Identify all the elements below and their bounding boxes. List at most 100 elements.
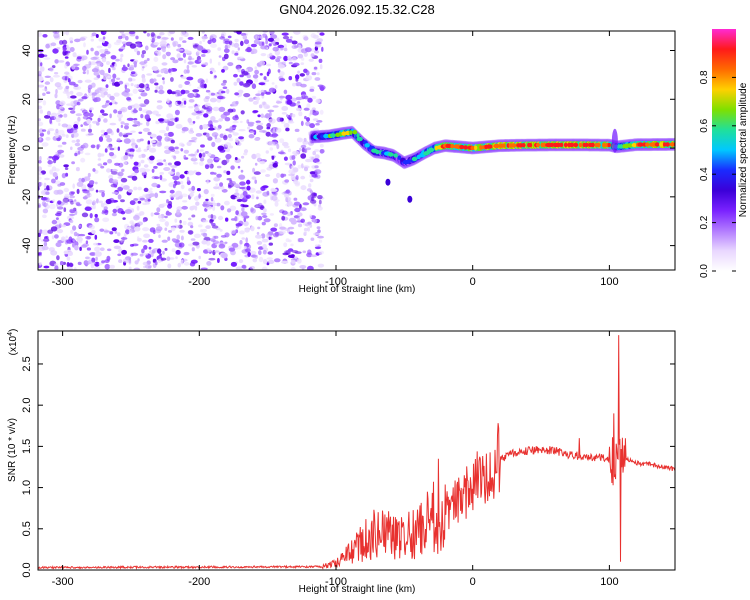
spectrogram-noise-cell bbox=[179, 219, 182, 224]
spectrogram-noise-cell bbox=[269, 134, 274, 138]
spectrogram-noise-cell bbox=[162, 250, 165, 255]
spectrogram-noise-cell bbox=[42, 208, 49, 214]
spectrogram-noise-cell bbox=[221, 188, 228, 193]
spectrogram-noise-cell bbox=[199, 124, 204, 130]
spectrogram-noise-cell bbox=[70, 95, 77, 99]
spectrogram-noise-cell bbox=[71, 161, 75, 165]
spectrogram-noise-cell bbox=[167, 121, 175, 127]
spectrogram-noise-cell bbox=[230, 165, 235, 170]
spectrogram-noise-cell bbox=[65, 235, 68, 239]
spectrogram-noise-cell bbox=[145, 201, 150, 205]
spectrogram-noise-cell bbox=[314, 77, 321, 81]
spectrogram-noise-cell bbox=[234, 216, 238, 222]
spectrogram-noise-cell bbox=[44, 81, 51, 85]
spectrogram-signal-peak bbox=[445, 143, 453, 149]
spectrogram-noise-cell bbox=[103, 162, 108, 166]
spectrogram-noise-cell bbox=[181, 205, 188, 210]
spectrogram-noise-cell bbox=[117, 171, 124, 177]
spectrogram-noise-cell bbox=[155, 261, 158, 266]
spectrogram-noise-cell bbox=[285, 94, 293, 101]
spectrogram-noise-cell bbox=[123, 138, 131, 144]
spectrogram-noise-cell bbox=[143, 31, 147, 34]
spectrogram-noise-cell bbox=[319, 32, 325, 36]
spectrogram-signal-peak bbox=[654, 142, 660, 147]
spectrogram-noise-cell bbox=[200, 79, 205, 84]
spectrogram-noise-cell bbox=[285, 203, 292, 207]
spectrogram-noise-cell bbox=[297, 53, 304, 59]
spectrogram-noise-cell bbox=[279, 230, 286, 235]
spectrogram-noise-cell bbox=[183, 59, 187, 64]
spectrogram-noise-cell bbox=[88, 187, 95, 192]
spectrogram-noise-cell bbox=[166, 98, 170, 104]
spectrogram-noise-cell bbox=[164, 162, 168, 166]
spectrogram-noise-cell bbox=[192, 89, 200, 93]
spectrogram-noise-cell bbox=[135, 42, 142, 47]
spectrogram-noise-cell bbox=[104, 263, 111, 270]
spectrogram-noise-cell bbox=[178, 84, 183, 89]
spectrogram-noise-cell bbox=[72, 239, 76, 243]
spectrogram-noise-cell bbox=[137, 258, 140, 262]
spectrogram-noise-cell bbox=[314, 169, 322, 175]
spectrogram-noise-cell bbox=[85, 199, 93, 205]
spectrogram-noise-cell bbox=[300, 218, 306, 223]
spectrogram-noise-cell bbox=[281, 32, 289, 36]
spectrogram-noise-cell bbox=[319, 143, 324, 148]
spectrogram-noise-cell bbox=[175, 190, 182, 196]
spectrogram-noise-cell bbox=[120, 46, 126, 50]
spectrogram-noise-cell bbox=[61, 133, 66, 137]
spectrogram-noise-cell bbox=[187, 170, 195, 176]
spectrogram-noise-cell bbox=[100, 53, 107, 58]
spectrogram-noise-cell bbox=[188, 217, 192, 221]
spectrogram-noise-cell bbox=[299, 203, 302, 210]
spectrogram-noise-cell bbox=[100, 153, 105, 157]
spectrogram-noise-cell bbox=[156, 162, 164, 166]
spectrogram-noise-cell bbox=[90, 38, 95, 42]
spectrogram-noise-cell bbox=[168, 146, 175, 151]
spectrogram-noise-cell bbox=[174, 117, 178, 123]
spectrogram-noise-cell bbox=[233, 73, 238, 78]
spectrogram-noise-cell bbox=[76, 236, 83, 242]
spectrogram-noise-cell bbox=[292, 150, 300, 155]
spectrogram-noise-cell bbox=[94, 50, 100, 56]
spectrogram-noise-cell bbox=[64, 71, 70, 75]
spectrogram-noise-cell bbox=[265, 91, 272, 95]
spectrogram-noise-cell bbox=[312, 159, 318, 163]
spectrogram-noise-cell bbox=[257, 226, 261, 230]
spectrogram-signal-peak bbox=[470, 145, 476, 151]
spectrogram-noise-cell bbox=[234, 157, 238, 161]
spectrogram-noise-cell bbox=[74, 38, 81, 43]
spectrogram-noise-cell bbox=[262, 243, 267, 250]
spectrogram-noise-cell bbox=[175, 197, 180, 200]
spectrogram-noise-cell bbox=[303, 36, 309, 41]
spectrogram-noise-cell bbox=[176, 53, 181, 59]
spectrogram-noise-cell bbox=[286, 114, 289, 118]
snr-x-label: Height of straight line (km) bbox=[299, 584, 416, 595]
spectrogram-noise-cell bbox=[172, 59, 179, 64]
spectrogram-noise-cell bbox=[124, 223, 130, 230]
spectrogram-spur bbox=[407, 195, 413, 203]
spectrogram-noise-cell bbox=[72, 132, 79, 138]
spectrogram-noise-cell bbox=[81, 177, 85, 183]
spectrogram-noise-cell bbox=[81, 212, 89, 218]
spectrogram-noise-cell bbox=[311, 218, 318, 223]
spectrogram-noise-cell bbox=[240, 211, 248, 217]
spectrogram-noise-cell bbox=[140, 92, 148, 97]
spectrogram-noise-cell bbox=[300, 144, 307, 149]
spectrogram-noise-cell bbox=[198, 59, 202, 63]
spectrogram-noise-cell bbox=[59, 261, 64, 266]
spectrogram-noise-cell bbox=[307, 265, 314, 270]
spectrogram-noise-cell bbox=[281, 112, 287, 115]
spectrogram-noise-cell bbox=[69, 37, 74, 42]
spectrogram-noise-cell bbox=[303, 107, 310, 111]
spectrogram-noise-cell bbox=[317, 229, 321, 234]
spectrogram-noise-cell bbox=[101, 134, 105, 137]
spectrogram-noise-cell bbox=[113, 109, 118, 114]
spectrogram-noise-cell bbox=[98, 262, 103, 266]
spectrogram-noise-cell bbox=[277, 69, 281, 73]
spectrogram-noise-cell bbox=[106, 168, 111, 173]
spectrogram-noise-cell bbox=[313, 232, 320, 236]
spectrogram-frame bbox=[37, 30, 676, 271]
spectrogram-noise-cell bbox=[265, 63, 271, 67]
spectrogram-noise-cell bbox=[273, 223, 278, 228]
spectrogram-noise-cell bbox=[217, 47, 222, 51]
